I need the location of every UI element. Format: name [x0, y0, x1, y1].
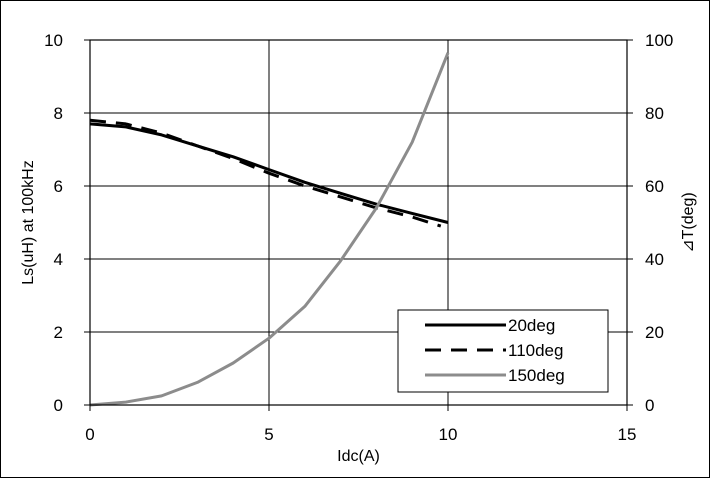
y-left-tick-label: 6: [54, 177, 63, 196]
y-right-tick-label: 20: [645, 323, 664, 342]
y-axis-right-title: ⊿T(deg): [680, 192, 697, 253]
x-tick-label: 10: [439, 425, 458, 444]
y-left-tick-label: 2: [54, 323, 63, 342]
y-right-tick-label: 80: [645, 104, 664, 123]
x-tick-label: 5: [264, 425, 273, 444]
x-axis-title: Idc(A): [337, 448, 380, 465]
legend-label-110deg: 110deg: [508, 341, 563, 360]
x-tick-label: 0: [85, 425, 94, 444]
legend: 20deg 110deg 150deg: [397, 309, 609, 393]
series-line-110deg: [89, 118, 442, 228]
series-line-20deg: [89, 122, 449, 224]
series-line-150deg: [89, 52, 450, 407]
y-right-tick-label: 0: [645, 396, 654, 415]
x-tick-label: 15: [618, 425, 637, 444]
y-left-tick-label: 0: [54, 396, 63, 415]
plot-area-border: [89, 39, 628, 406]
y-axis-left-title: Ls(uH) at 100kHz: [20, 160, 37, 285]
y-left-tick-label: 4: [54, 250, 63, 269]
y-right-tick-label: 40: [645, 250, 664, 269]
legend-label-20deg: 20deg: [508, 316, 555, 335]
series-layer: [89, 52, 450, 407]
y-right-tick-label: 100: [645, 31, 673, 50]
y-left-tick-label: 8: [54, 104, 63, 123]
y-right-tick-label: 60: [645, 177, 664, 196]
y-left-tick-label: 10: [44, 31, 63, 50]
legend-label-150deg: 150deg: [508, 366, 565, 385]
